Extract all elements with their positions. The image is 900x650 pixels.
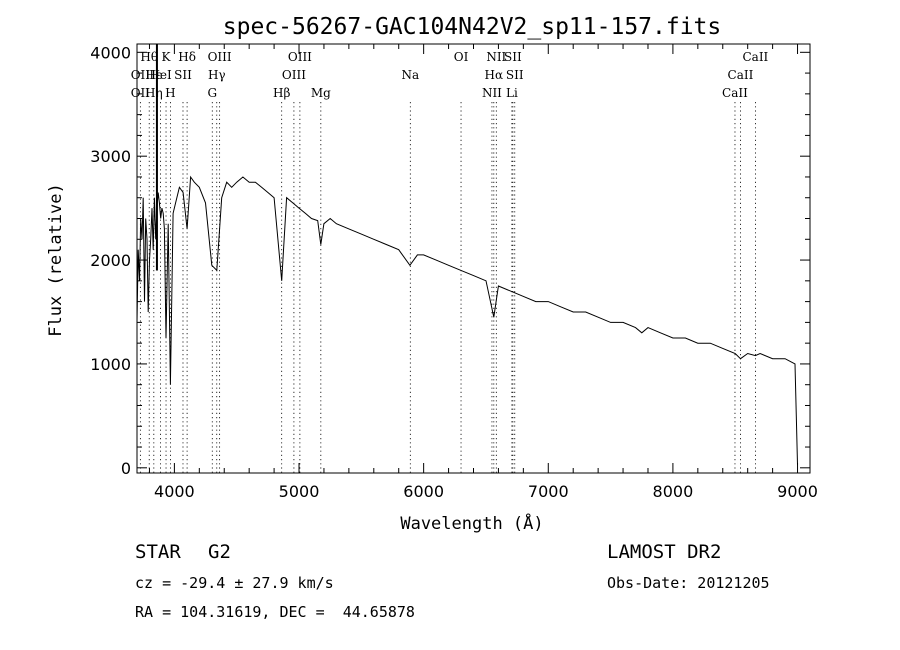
spectral-line-label: Hβ: [273, 86, 290, 100]
spectral-line-label: Mg: [311, 86, 331, 100]
y-tick-label: 0: [121, 459, 131, 478]
spectral-line-label: CaII: [722, 86, 748, 100]
x-tick-label: 9000: [777, 482, 818, 501]
spectral-line-label: OI: [454, 50, 469, 64]
object-subclass: G2: [208, 541, 231, 563]
spectral-line-label: SII: [174, 68, 192, 82]
spectral-line-label: Hθ: [140, 50, 158, 64]
x-axis-ticks: 4000 5000 6000 7000 8000 9000: [148, 44, 818, 501]
spectral-line-label: Hδ: [178, 50, 196, 64]
spectral-line-label: H: [165, 86, 175, 100]
spectral-line-label: Li: [506, 86, 518, 100]
x-tick-label: 6000: [403, 482, 444, 501]
y-axis-label: Flux (relative): [46, 183, 66, 337]
spectral-line-label: Hγ: [208, 68, 226, 82]
coordinates: RA = 104.31619, DEC = 44.65878: [135, 603, 415, 621]
redshift-velocity: cz = -29.4 ± 27.9 km/s: [135, 574, 334, 592]
spectral-line-label: Hα: [485, 68, 504, 82]
x-tick-label: 8000: [653, 482, 694, 501]
x-axis-label: Wavelength (Å): [400, 512, 543, 534]
y-tick-label: 1000: [90, 355, 131, 374]
spectral-line-label: OIII: [282, 68, 306, 82]
x-tick-label: 5000: [279, 482, 320, 501]
spectral-line-label: OII: [131, 86, 151, 100]
spectral-line-label: SII: [506, 68, 524, 82]
spectral-line-label: Hε: [145, 68, 162, 82]
spectral-line-label: G: [207, 86, 217, 100]
spectral-line-markers: [139, 44, 756, 473]
spectral-line-label: NII: [482, 86, 502, 100]
y-tick-label: 2000: [90, 251, 131, 270]
spectral-line-label: OIII: [208, 50, 232, 64]
spectral-line-label: SII: [504, 50, 522, 64]
observation-date: Obs-Date: 20121205: [607, 574, 770, 592]
x-tick-label: 4000: [154, 482, 195, 501]
survey-name: LAMOST DR2: [607, 541, 722, 563]
spectral-line-label: NII: [486, 50, 506, 64]
chart-title: spec-56267-GAC104N42V2_sp11-157.fits: [223, 14, 722, 40]
spectral-line-label: OII: [131, 68, 151, 82]
spectral-line-label: Hη: [145, 86, 163, 100]
y-axis-ticks: 0 1000 2000 3000 4000: [90, 43, 810, 478]
spectrum-series-line: [136, 175, 798, 465]
y-tick-label: 3000: [90, 147, 131, 166]
plot-frame: [136, 43, 811, 474]
spectral-line-label: K: [162, 50, 172, 64]
x-tick-label: 7000: [528, 482, 569, 501]
y-tick-label: 4000: [90, 43, 131, 62]
spectral-line-label: CaII: [728, 68, 754, 82]
object-class: STAR: [135, 541, 181, 563]
spectral-line-label: CaII: [742, 50, 768, 64]
spectral-line-label: HeI: [149, 68, 172, 82]
spectral-line-label: Na: [401, 68, 419, 82]
spectral-line-label: OIII: [288, 50, 312, 64]
